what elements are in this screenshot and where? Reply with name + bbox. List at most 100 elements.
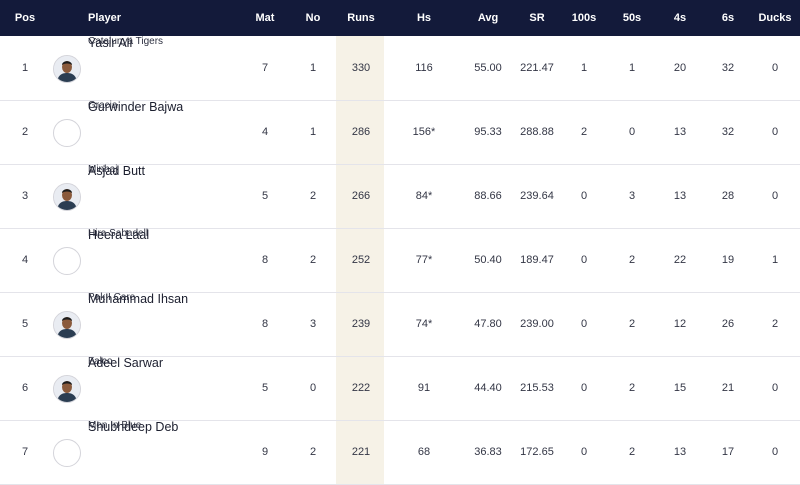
cell-4s: 13: [673, 126, 687, 138]
player-team: Catalunya Tigers: [88, 36, 164, 47]
cell-4s: 15: [673, 382, 687, 394]
cell-hs: 68: [417, 446, 431, 458]
cell-50s: 2: [628, 446, 636, 458]
cell-no: 0: [309, 382, 317, 394]
cell-4s: 22: [673, 254, 687, 266]
table-row[interactable]: 2 4 1 286 156* 95.33 288.88 2 0 13 32 0 Gurwinder Ba…: [0, 100, 800, 165]
runs-column-highlight: [336, 36, 384, 484]
cell-runs: 266: [351, 190, 371, 202]
player-team: Gracia: [88, 100, 118, 111]
cell-50s: 2: [628, 254, 636, 266]
header-mat[interactable]: Mat: [255, 12, 275, 24]
cell-6s: 28: [721, 190, 735, 202]
cell-avg: 88.66: [474, 190, 502, 202]
table-row[interactable]: 1 7 1 330 116 55.00 221.47 1 1 20 32 0 Yasir Ali Cata…: [0, 36, 800, 101]
cell-avg: 50.40: [474, 254, 502, 266]
cell-4s: 13: [673, 446, 687, 458]
player-name[interactable]: Shubhdeep Deb: [88, 420, 179, 434]
cell-runs: 286: [351, 126, 371, 138]
cell-ducks: 0: [771, 446, 779, 458]
cell-100s: 0: [580, 446, 588, 458]
cell-no: 2: [309, 190, 317, 202]
header-hs[interactable]: Hs: [416, 12, 432, 24]
cell-hs: 91: [417, 382, 431, 394]
cell-ducks: 0: [771, 190, 779, 202]
cell-mat: 7: [261, 62, 269, 74]
cell-no: 1: [309, 126, 317, 138]
table-header: Pos Player Mat No Runs Hs Avg SR 100s 50…: [0, 0, 800, 36]
table-row[interactable]: 7 9 2 221 68 36.83 172.65 0 2 13 17 0 Shubhdeep Deb M…: [0, 420, 800, 485]
cell-mat: 5: [261, 190, 269, 202]
cell-no: 2: [309, 446, 317, 458]
cell-4s: 13: [673, 190, 687, 202]
cell-mat: 8: [261, 318, 269, 330]
player-name[interactable]: Adeel Sarwar: [88, 356, 164, 370]
header-50s[interactable]: 50s: [622, 12, 642, 24]
cell-hs: 77*: [415, 254, 433, 266]
player-team: Hira Sabadell: [88, 228, 149, 239]
cell-mat: 9: [261, 446, 269, 458]
player-avatar-placeholder: [53, 119, 81, 147]
player-avatar-photo: [53, 55, 81, 83]
player-name[interactable]: Muhammad Ihsan: [88, 292, 189, 306]
player-team: Falco: [88, 356, 113, 367]
table-row[interactable]: 4 8 2 252 77* 50.40 189.47 0 2 22 19 1 Heera Laal Hir…: [0, 228, 800, 293]
cell-ducks: 0: [771, 62, 779, 74]
header-runs[interactable]: Runs: [347, 12, 375, 24]
cell-6s: 32: [721, 126, 735, 138]
cell-sr: 215.53: [520, 382, 554, 394]
cell-ducks: 0: [771, 382, 779, 394]
cell-100s: 2: [580, 126, 588, 138]
header-pos[interactable]: Pos: [14, 12, 36, 24]
cell-pos: 4: [21, 254, 29, 266]
cell-sr: 239.64: [520, 190, 554, 202]
cell-hs: 84*: [415, 190, 433, 202]
table-row[interactable]: 3 5 2 266 84* 88.66 239.64 0 3 13 28 0 Asjad Butt Min…: [0, 164, 800, 229]
cell-runs: 222: [351, 382, 371, 394]
cell-50s: 0: [628, 126, 636, 138]
header-sr[interactable]: SR: [529, 12, 545, 24]
header-100s[interactable]: 100s: [571, 12, 597, 24]
table-row[interactable]: 6 5 0 222 91 44.40 215.53 0 2 15 21 0 Adeel Sarwar Fa…: [0, 356, 800, 421]
player-avatar-photo: [53, 311, 81, 339]
cell-avg: 95.33: [474, 126, 502, 138]
cell-ducks: 0: [771, 126, 779, 138]
player-name[interactable]: Heera Laal: [88, 228, 150, 242]
player-avatar-photo: [53, 375, 81, 403]
header-ducks[interactable]: Ducks: [758, 12, 792, 24]
player-avatar-placeholder: [53, 247, 81, 275]
header-player[interactable]: Player: [88, 12, 122, 24]
cell-runs: 239: [351, 318, 371, 330]
cell-6s: 32: [721, 62, 735, 74]
player-name[interactable]: Gurwinder Bajwa: [88, 100, 184, 114]
cell-no: 1: [309, 62, 317, 74]
cell-6s: 26: [721, 318, 735, 330]
table-row[interactable]: 5 8 3 239 74* 47.80 239.00 0 2 12 26 2 Muhammad Ihsa…: [0, 292, 800, 357]
header-6s[interactable]: 6s: [721, 12, 735, 24]
player-team: Minhaj: [88, 164, 118, 175]
cell-50s: 1: [628, 62, 636, 74]
cell-sr: 239.00: [520, 318, 554, 330]
cell-avg: 47.80: [474, 318, 502, 330]
player-name[interactable]: Asjad Butt: [88, 164, 145, 178]
cell-hs: 74*: [415, 318, 433, 330]
cell-avg: 44.40: [474, 382, 502, 394]
cell-6s: 19: [721, 254, 735, 266]
cell-4s: 12: [673, 318, 687, 330]
cell-runs: 221: [351, 446, 371, 458]
header-4s[interactable]: 4s: [673, 12, 687, 24]
player-name[interactable]: Yasir Ali: [88, 36, 133, 50]
cell-sr: 189.47: [520, 254, 554, 266]
cell-runs: 252: [351, 254, 371, 266]
cell-sr: 288.88: [520, 126, 554, 138]
cell-6s: 17: [721, 446, 735, 458]
header-no[interactable]: No: [305, 12, 321, 24]
player-team: Pak I Care: [88, 292, 136, 303]
cell-mat: 5: [261, 382, 269, 394]
cell-50s: 3: [628, 190, 636, 202]
player-avatar-placeholder: [53, 439, 81, 467]
header-avg[interactable]: Avg: [477, 12, 499, 24]
cell-mat: 4: [261, 126, 269, 138]
cell-runs: 330: [351, 62, 371, 74]
